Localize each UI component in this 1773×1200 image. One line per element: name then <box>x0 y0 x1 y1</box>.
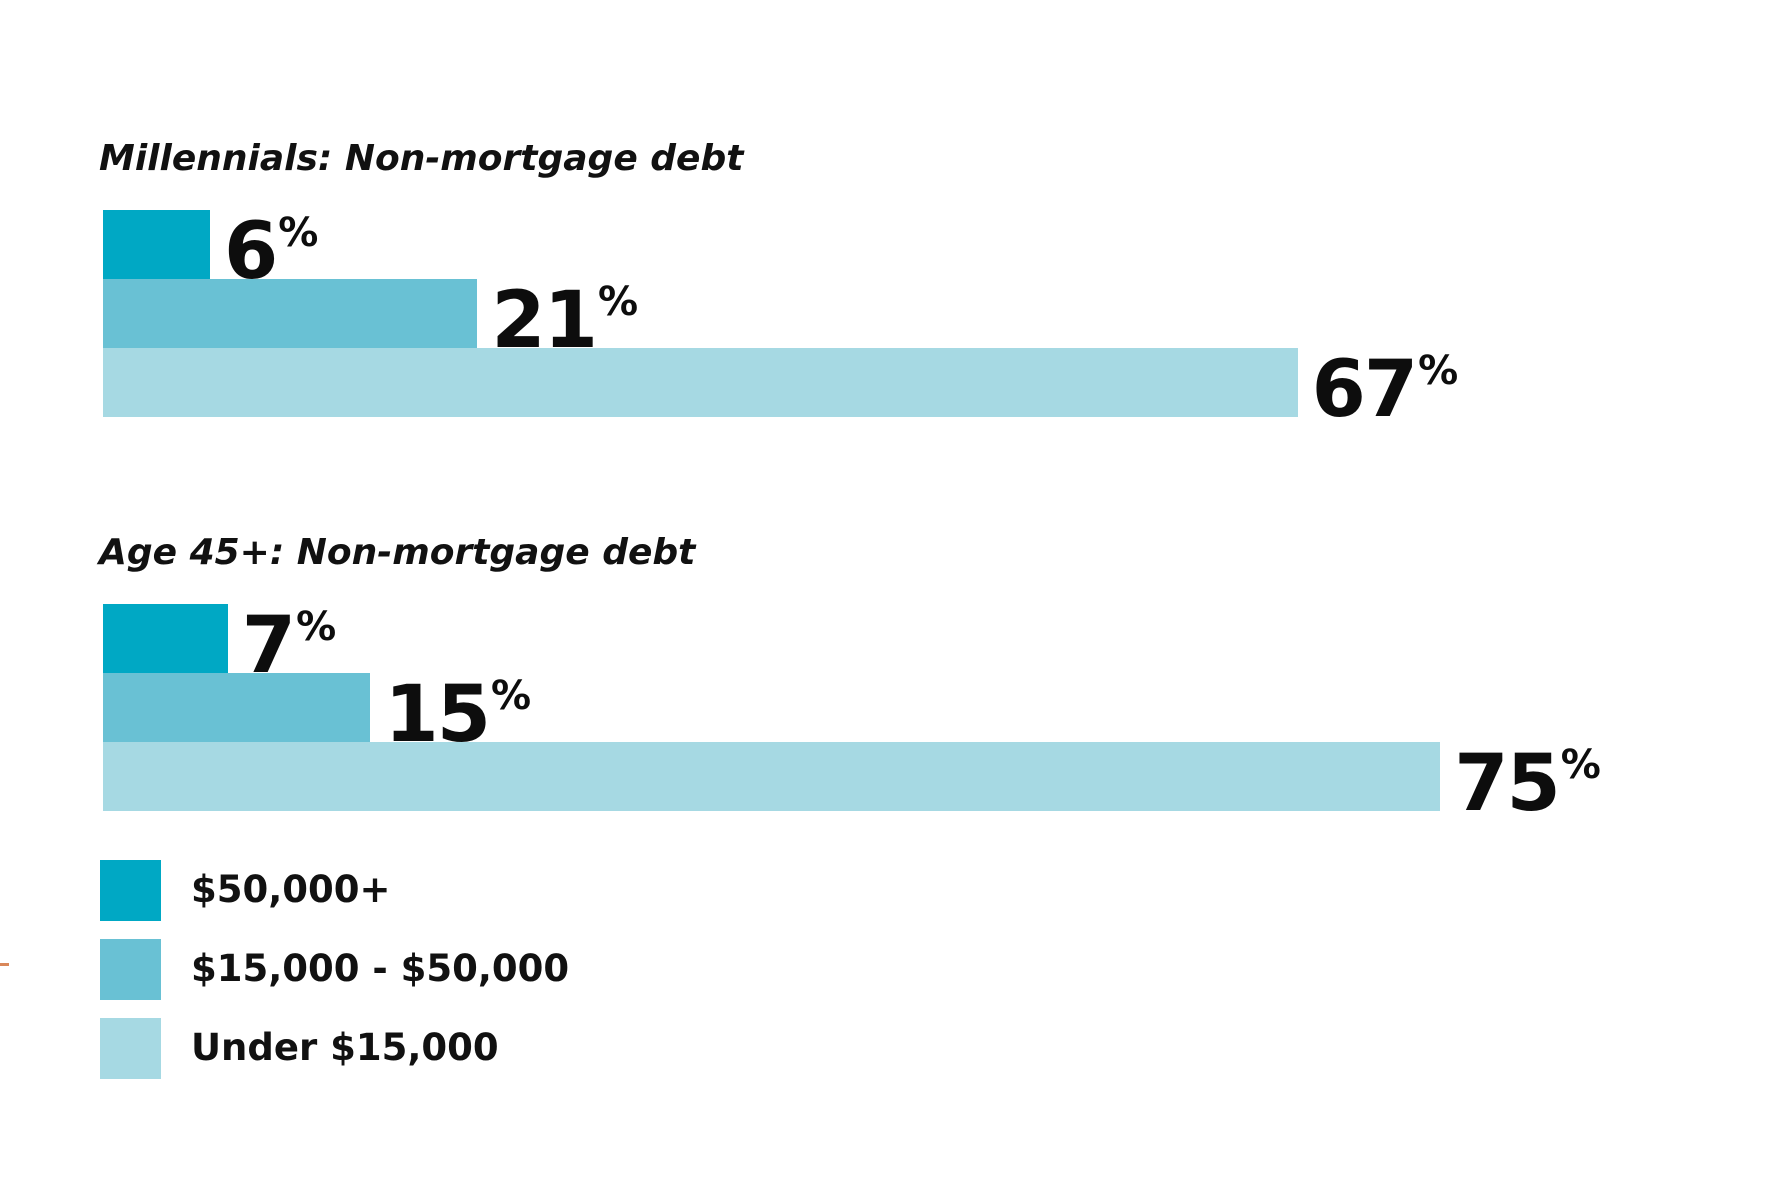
legend-swatch <box>100 1018 161 1079</box>
data-label-value: 7 <box>241 601 296 691</box>
data-label-unit: % <box>597 279 639 325</box>
bar <box>103 673 371 742</box>
data-label-value: 6 <box>223 207 278 297</box>
bar <box>103 742 1441 811</box>
legend-swatch <box>100 860 161 921</box>
legend-label: $50,000+ <box>191 868 391 911</box>
chart-title: Age 45+: Non-mortgage debt <box>99 532 696 573</box>
bar <box>103 348 1298 417</box>
legend-label: $15,000 - $50,000 <box>191 947 570 990</box>
data-label-value: 21 <box>491 276 598 366</box>
bar <box>103 210 210 279</box>
legend-label: Under $15,000 <box>191 1026 499 1069</box>
data-label-value: 15 <box>384 670 491 760</box>
data-label: 21% <box>491 282 638 360</box>
data-label-unit: % <box>1418 348 1459 394</box>
bar <box>103 604 228 673</box>
data-label-unit: % <box>296 604 337 650</box>
data-label-unit: % <box>490 673 532 719</box>
data-label-value: 67 <box>1311 345 1419 435</box>
data-label: 6% <box>224 213 318 291</box>
side-tick-mark <box>0 963 9 966</box>
data-label: 75% <box>1454 745 1601 823</box>
data-label-unit: % <box>1560 742 1601 788</box>
data-label-value: 75 <box>1454 739 1561 829</box>
chart-title: Millennials: Non-mortgage debt <box>99 138 744 179</box>
legend-swatch <box>100 939 161 1000</box>
bar <box>103 279 478 348</box>
data-label-unit: % <box>278 210 319 256</box>
data-label: 15% <box>384 676 531 754</box>
data-label: 7% <box>242 607 336 685</box>
data-label: 67% <box>1312 351 1459 429</box>
